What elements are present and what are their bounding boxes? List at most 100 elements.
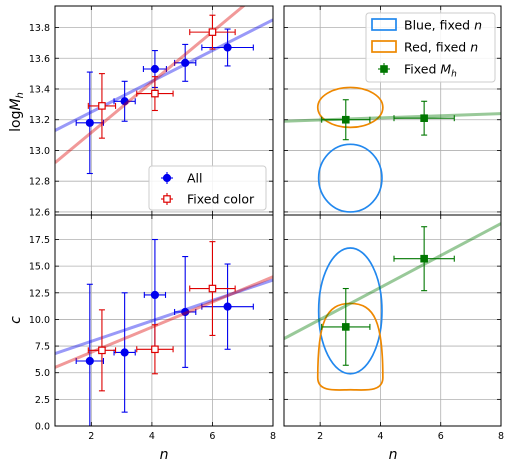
data-point [189,14,236,50]
legend-box [148,165,267,211]
legend-entry: Blue, fixed n [371,18,482,33]
marker [85,356,94,366]
ytick-label: 13.8 [29,23,50,34]
marker [181,58,190,67]
series-fixed-color [55,6,246,164]
data-point [189,241,236,336]
legend-entry: All [161,171,203,186]
data-point [136,76,174,112]
legend-marker [162,173,172,183]
series-fixed-m-h [284,99,501,141]
marker [120,97,129,106]
legend-top-right: Blue, fixed n Red, fixed n Fixed Mh [365,12,496,83]
marker [98,102,106,110]
legend-marker [380,65,388,73]
marker [98,346,106,355]
marker [120,348,129,357]
series-red-fixed-n [316,86,384,129]
grid [55,215,273,426]
marker [420,114,428,122]
marker [341,323,350,331]
marker [208,28,217,36]
ytick-label: 17.5 [29,235,50,246]
legend-label: Fixed color [187,192,255,207]
xlabel-right: n [389,447,398,463]
legend-swatch [371,40,397,53]
series-fixed-m-h [284,222,501,366]
series-all [55,238,273,426]
data-point [75,71,104,175]
xtick-label: 6 [438,431,444,442]
data-point [393,226,455,292]
panel-top-left: 12.6 12.8 13.0 13.2 13.4 13.6 13.8 [29,5,274,218]
data-point [201,263,254,350]
series-blue-fixed-n [317,247,383,375]
ytick-label: 12.8 [29,177,50,188]
fit-line [55,275,273,369]
ytick-label: 12.6 [29,207,50,218]
fit-line [284,222,501,340]
data-point [87,73,117,139]
marker [341,115,350,124]
contour [317,143,383,213]
xtick-label: 2 [317,431,323,442]
legend-label: All [187,171,203,186]
plot-area [55,6,273,175]
data-point [393,100,455,136]
ytick-label: 13.2 [29,115,50,126]
marker [151,345,159,354]
xtick-label: 2 [88,431,94,442]
axes-frame [283,214,502,427]
marker [150,64,160,74]
data-point [87,309,117,392]
xtick-label: 8 [498,431,504,442]
ytick-label: 15.0 [29,262,50,273]
marker [223,302,232,311]
marker [150,290,160,300]
xtick-label: 4 [149,431,155,442]
data-point [321,99,371,141]
ytick-label: 13.4 [29,84,50,95]
legend-label: Blue, fixed n [404,18,482,33]
ytick-label: 10.0 [29,315,50,326]
ylabel-top: logMh [8,92,26,132]
data-point [136,324,174,375]
plot-area [284,222,501,391]
marker [151,89,159,98]
plot-area [284,86,501,213]
plot-area [55,238,273,426]
panel-top-right [283,5,502,216]
panel-bottom-left: 2 4 6 8 0.0 2.5 5.0 7.5 10.0 12.5 15.0 17.5 [29,214,276,442]
ticks [284,6,502,215]
ticks: 12.6 12.8 13.0 13.2 13.4 13.6 13.8 [29,6,274,218]
ticks: 2 4 6 8 0.0 2.5 5.0 7.5 10.0 12.5 15.0 17.5 [29,215,276,442]
legend-marker [163,195,171,203]
legend-label: Red, fixed n [404,40,478,55]
data-point [113,292,136,413]
marker [85,118,94,127]
fit-line [55,18,273,132]
marker [208,284,217,293]
ytick-label: 7.5 [35,342,50,353]
data-point [201,28,254,67]
series-blue-fixed-n [317,143,383,213]
ticks: 2 4 6 8 [284,215,504,442]
ytick-label: 0.0 [35,422,50,433]
axes-frame [54,214,274,427]
xtick-label: 4 [377,431,383,442]
legend-label: Fixed Mh [404,62,457,80]
data-point [321,287,371,366]
xlabel-left: n [160,447,169,463]
series-fixed-color [55,241,273,392]
fit-line [284,112,501,123]
fit-line [55,6,246,164]
data-point [174,256,197,368]
ytick-label: 13.6 [29,54,50,65]
legend-top-left: All Fixed color [148,165,267,211]
panel-bottom-right: 2 4 6 8 [283,214,504,442]
data-point [174,43,197,82]
legend-entry: Fixed Mh [378,62,457,80]
fit-line [55,278,273,355]
contour [316,86,384,129]
